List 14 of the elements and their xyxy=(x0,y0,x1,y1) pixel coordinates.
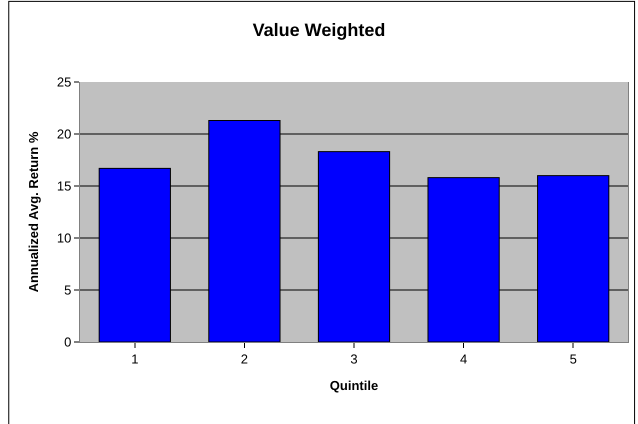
x-tick-label: 1 xyxy=(131,352,138,367)
chart-title: Value Weighted xyxy=(252,20,386,40)
x-tick-label: 2 xyxy=(240,352,248,367)
x-tick-label: 3 xyxy=(350,352,358,367)
y-axis-title: Annualized Avg. Return % xyxy=(26,131,41,292)
y-tick-label: 25 xyxy=(56,74,72,90)
y-tick-label: 15 xyxy=(56,178,72,194)
x-tick-label: 5 xyxy=(570,352,577,367)
y-tick-label: 5 xyxy=(64,282,72,298)
y-tick-label: 0 xyxy=(64,334,72,350)
y-tick-label: 20 xyxy=(56,126,72,142)
x-tick-label: 4 xyxy=(460,352,468,367)
x-axis-title: Quintile xyxy=(330,378,378,394)
y-tick-label: 10 xyxy=(56,230,72,246)
